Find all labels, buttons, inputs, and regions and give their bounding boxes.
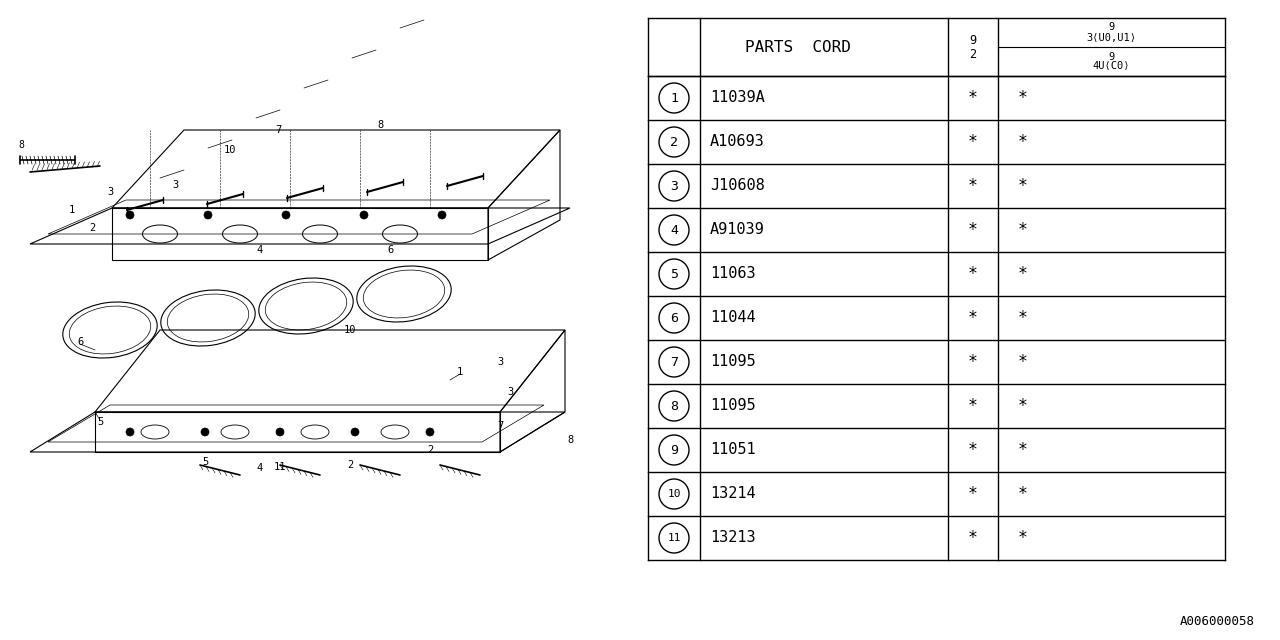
- Text: A91039: A91039: [710, 223, 764, 237]
- Text: *: *: [1018, 353, 1028, 371]
- Text: 9
4U⟨C0⟩: 9 4U⟨C0⟩: [1093, 51, 1130, 72]
- Text: *: *: [1018, 397, 1028, 415]
- Text: 9
3⟨U0,U1⟩: 9 3⟨U0,U1⟩: [1087, 22, 1137, 42]
- Text: 2: 2: [88, 223, 95, 233]
- Circle shape: [438, 211, 445, 219]
- Text: 3: 3: [669, 179, 678, 193]
- Text: 6: 6: [77, 337, 83, 347]
- Text: PARTS  CORD: PARTS CORD: [745, 40, 851, 54]
- Text: 11063: 11063: [710, 266, 755, 282]
- Text: 6: 6: [387, 245, 393, 255]
- Text: 7: 7: [497, 421, 503, 431]
- Text: *: *: [968, 265, 978, 283]
- Circle shape: [426, 428, 434, 436]
- Text: 8: 8: [18, 140, 24, 150]
- Circle shape: [125, 428, 134, 436]
- Text: *: *: [968, 177, 978, 195]
- Text: 3: 3: [172, 180, 178, 190]
- Text: *: *: [968, 309, 978, 327]
- Text: 1: 1: [669, 92, 678, 104]
- Text: 3: 3: [497, 357, 503, 367]
- Text: 1: 1: [69, 205, 76, 215]
- Text: *: *: [968, 221, 978, 239]
- Text: 11: 11: [667, 533, 681, 543]
- Text: *: *: [1018, 485, 1028, 503]
- Text: 5: 5: [202, 457, 209, 467]
- Text: *: *: [1018, 89, 1028, 107]
- Circle shape: [201, 428, 209, 436]
- Text: *: *: [968, 529, 978, 547]
- Text: 10: 10: [224, 145, 237, 155]
- Circle shape: [360, 211, 369, 219]
- Text: 11039A: 11039A: [710, 90, 764, 106]
- Text: 4: 4: [257, 463, 264, 473]
- Text: 11: 11: [274, 462, 287, 472]
- Circle shape: [204, 211, 212, 219]
- Text: J10608: J10608: [710, 179, 764, 193]
- Text: 8: 8: [567, 435, 573, 445]
- Text: *: *: [1018, 177, 1028, 195]
- Text: 11044: 11044: [710, 310, 755, 326]
- Text: 11051: 11051: [710, 442, 755, 458]
- Text: *: *: [1018, 221, 1028, 239]
- Text: 11095: 11095: [710, 399, 755, 413]
- Text: *: *: [1018, 441, 1028, 459]
- Text: 3: 3: [507, 387, 513, 397]
- Circle shape: [276, 428, 284, 436]
- Text: 11095: 11095: [710, 355, 755, 369]
- Text: A006000058: A006000058: [1180, 615, 1254, 628]
- Circle shape: [282, 211, 291, 219]
- Text: A10693: A10693: [710, 134, 764, 150]
- Text: 4: 4: [669, 223, 678, 237]
- Text: *: *: [968, 353, 978, 371]
- Text: 4: 4: [257, 245, 264, 255]
- Text: 6: 6: [669, 312, 678, 324]
- Text: *: *: [1018, 309, 1028, 327]
- Circle shape: [351, 428, 358, 436]
- Text: 9
2: 9 2: [969, 33, 977, 61]
- Text: 8: 8: [669, 399, 678, 413]
- Text: *: *: [968, 485, 978, 503]
- Text: *: *: [1018, 529, 1028, 547]
- Text: 5: 5: [97, 417, 104, 427]
- Circle shape: [125, 211, 134, 219]
- Text: 5: 5: [669, 268, 678, 280]
- Text: *: *: [968, 89, 978, 107]
- Text: *: *: [968, 441, 978, 459]
- Text: 1: 1: [457, 367, 463, 377]
- Text: 7: 7: [275, 125, 282, 135]
- Text: 9: 9: [669, 444, 678, 456]
- Text: *: *: [1018, 133, 1028, 151]
- Text: 2: 2: [426, 445, 433, 455]
- Text: 7: 7: [669, 355, 678, 369]
- Text: 2: 2: [669, 136, 678, 148]
- Text: 10: 10: [344, 325, 356, 335]
- Text: *: *: [968, 397, 978, 415]
- Text: 13213: 13213: [710, 531, 755, 545]
- Text: *: *: [1018, 265, 1028, 283]
- Text: 10: 10: [667, 489, 681, 499]
- Text: *: *: [968, 133, 978, 151]
- Text: 3: 3: [106, 187, 113, 197]
- Text: 2: 2: [347, 460, 353, 470]
- Text: 8: 8: [376, 120, 383, 130]
- Text: 13214: 13214: [710, 486, 755, 502]
